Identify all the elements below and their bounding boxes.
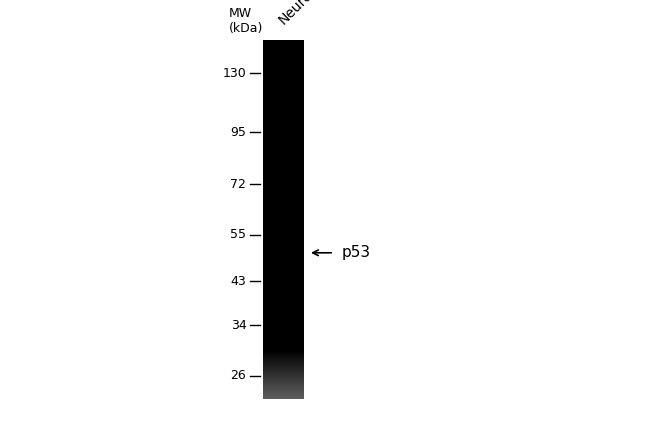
Text: 26: 26 xyxy=(231,369,246,382)
Text: 34: 34 xyxy=(231,319,246,332)
Text: Neuro2A: Neuro2A xyxy=(276,0,328,27)
Text: 130: 130 xyxy=(222,67,246,80)
FancyArrowPatch shape xyxy=(313,250,332,256)
Text: p53: p53 xyxy=(342,245,371,260)
Text: 43: 43 xyxy=(231,275,246,288)
Text: 72: 72 xyxy=(231,178,246,191)
Text: 55: 55 xyxy=(230,228,246,241)
Text: MW
(kDa): MW (kDa) xyxy=(229,7,263,35)
Text: 95: 95 xyxy=(231,126,246,139)
